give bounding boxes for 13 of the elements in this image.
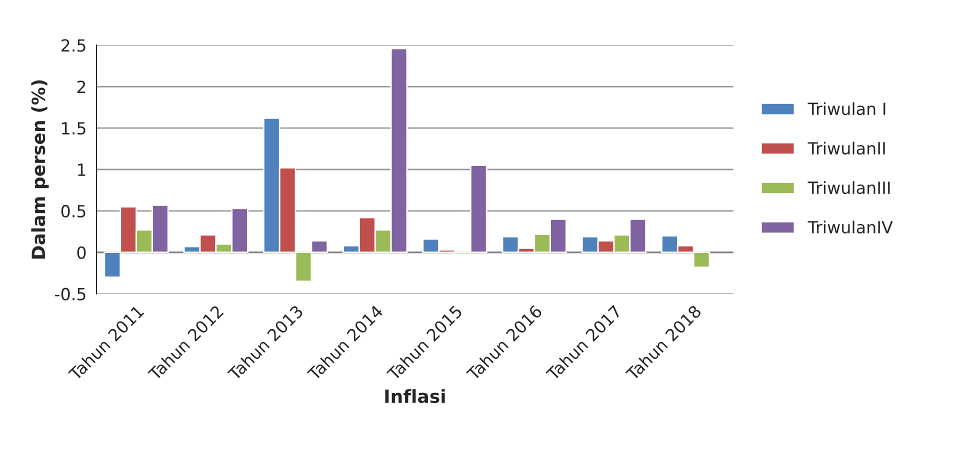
y-tick-label: 0 bbox=[77, 246, 86, 259]
legend-label: TriwulanII bbox=[808, 142, 885, 155]
legend-label: TriwulanIII bbox=[808, 181, 890, 194]
y-tick-label: 0.5 bbox=[61, 204, 86, 218]
y-tick-label: 1 bbox=[78, 164, 86, 176]
y-tick-label: 2.5 bbox=[61, 39, 86, 52]
legend-label: Triwulan I bbox=[808, 102, 886, 116]
y-axis-title: Dalam persen (%) bbox=[31, 80, 49, 259]
y-tick-label: 2 bbox=[77, 80, 86, 93]
legend-label: TriwulanIV bbox=[808, 220, 893, 234]
y-tick-label: -0.5 bbox=[55, 288, 86, 300]
x-axis-title: Inflasi bbox=[385, 389, 445, 404]
y-tick-label: 1.5 bbox=[62, 122, 86, 135]
